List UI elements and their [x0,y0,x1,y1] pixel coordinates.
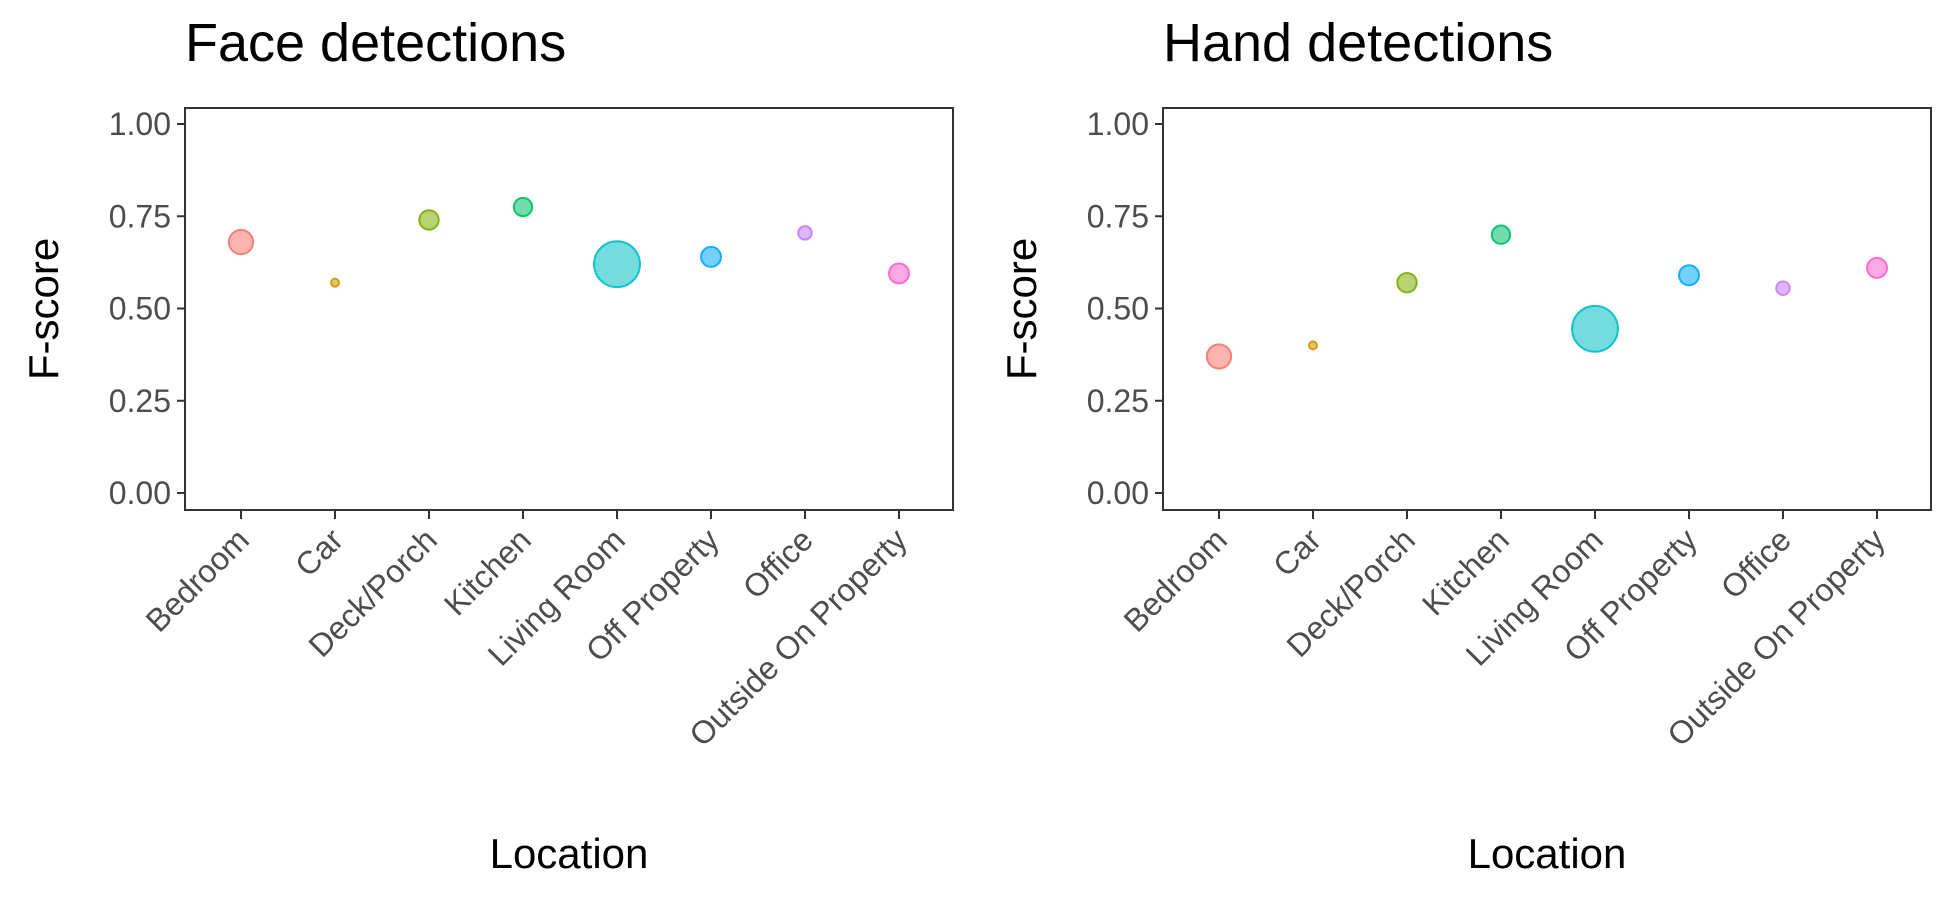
x-axis-label: Location [1468,830,1627,877]
data-point [512,196,534,218]
data-point [1308,340,1318,351]
data-point [593,240,641,289]
data-point [227,228,255,256]
x-tick-label: Car [288,521,350,583]
y-axis-label: F-score [998,238,1045,380]
data-point [1775,280,1791,296]
data-point [1396,271,1418,294]
x-tick-label: Office [736,521,820,605]
data-point [1678,264,1700,287]
y-tick-label: 0.00 [1087,475,1149,511]
y-tick-label: 0.00 [109,475,171,511]
data-point [797,225,813,241]
y-tick-label: 0.75 [109,198,171,234]
x-tick-label: Bedroom [139,521,256,638]
y-tick-label: 1.00 [109,106,171,142]
y-tick-label: 0.25 [109,383,171,419]
data-point [700,245,722,268]
chart-title: Face detections [185,13,567,73]
plot-frame [184,107,954,511]
hand-detections-panel: Hand detections 0.00 0.25 0.50 0.75 1.00 Bedr… [978,0,1950,900]
data-point [1205,343,1233,370]
data-point [418,209,440,231]
x-tick-label: Office [1714,521,1798,605]
x-tick-label: Bedroom [1117,521,1234,638]
y-tick-label: 0.50 [1087,291,1149,327]
y-tick-label: 0.75 [1087,198,1149,234]
x-tick-label: Car [1266,521,1328,583]
x-axis-label: Location [490,830,649,877]
y-tick-label: 0.25 [1087,383,1149,419]
plot-frame [1162,107,1932,511]
face-detections-panel: Face detections 0.00 0.25 0.50 0.75 1.00 Bedr… [20,13,954,877]
y-tick-label: 0.50 [109,291,171,327]
data-point [1866,256,1888,279]
chart-title: Hand detections [1163,13,1554,73]
data-point [1490,224,1512,245]
y-axis-label: F-score [20,238,67,380]
y-tick-label: 1.00 [1087,106,1149,142]
data-point [888,262,910,285]
data-point [330,277,340,288]
data-point [1571,304,1619,353]
